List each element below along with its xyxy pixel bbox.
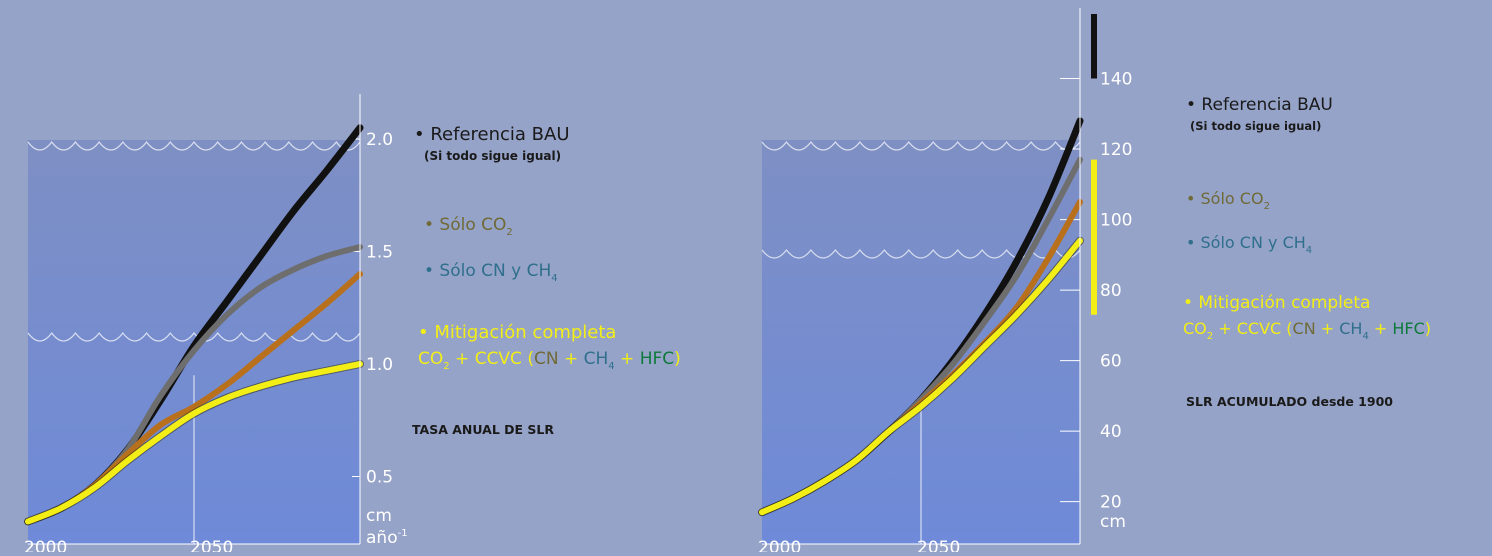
y-tick-label: 0.5 xyxy=(366,468,393,488)
y-unit-left-cm: cm xyxy=(366,506,392,526)
legend-bau-right: • Referencia BAU xyxy=(1186,95,1333,115)
legend-left: • Referencia BAU (Si todo sigue igual) •… xyxy=(414,124,681,372)
chart-title-left: TASA ANUAL DE SLR xyxy=(412,422,554,437)
series-line-full_mitigation xyxy=(759,237,1083,516)
y-ticks-right: 20 40 60 80 100 120 140 xyxy=(1060,70,1132,513)
legend-cn-ch4: • Sólo CN y CH4 xyxy=(424,261,558,284)
y-tick-label: 40 xyxy=(1100,422,1122,442)
y-tick-label: 140 xyxy=(1100,70,1132,90)
x-tick-label: 2000 xyxy=(24,538,67,552)
y-tick-label: 120 xyxy=(1100,140,1132,160)
legend-bau-sub: (Si todo sigue igual) xyxy=(424,149,561,163)
y-tick-label: 80 xyxy=(1100,281,1122,301)
y-unit-right: cm xyxy=(1100,512,1126,532)
x-tick-label: 2050 xyxy=(190,538,233,552)
chart-annual-rate: 0.51.01.52.0 cm año-1 TASA ANUAL DE SLR … xyxy=(24,94,681,548)
wave-top-right xyxy=(761,141,1081,151)
legend-full-mitigation-right: • Mitigación completa xyxy=(1183,293,1370,313)
wave-top-left xyxy=(27,140,361,151)
legend-bau: • Referencia BAU xyxy=(414,124,570,145)
legend-cn-ch4-right: • Sólo CN y CH4 xyxy=(1186,233,1312,256)
y-tick-label: 20 xyxy=(1100,493,1122,513)
series-lines-right xyxy=(758,117,1084,517)
legend-right: • Referencia BAU (Si todo sigue igual) •… xyxy=(1183,95,1431,342)
y-tick-label: 2.0 xyxy=(366,130,393,150)
legend-bau-sub-right: (Si todo sigue igual) xyxy=(1190,119,1321,133)
x-tick-label: 2050 xyxy=(917,538,960,552)
legend-full-mitigation-detail-right: CO2 + CCVC (CN + CH4 + HFC) xyxy=(1183,319,1431,342)
chart-title-right: SLR ACUMULADO desde 1900 xyxy=(1186,394,1393,409)
legend-co2: • Sólo CO2 xyxy=(424,215,513,238)
series-line-full_mitigation xyxy=(25,361,363,525)
legend-co2-right: • Sólo CO2 xyxy=(1186,189,1270,212)
legend-full-mitigation-detail: CO2 + CCVC (CN + CH4 + HFC) xyxy=(418,349,681,372)
y-tick-label: 60 xyxy=(1100,352,1122,372)
wave-middle-left xyxy=(27,331,361,342)
x-tick-label: 2000 xyxy=(758,538,801,552)
chart-cumulative: 20 40 60 80 100 120 140 cm SLR ACUMULADO desde… xyxy=(758,8,1431,545)
y-tick-label: 1.5 xyxy=(366,243,393,263)
y-ticks-left: 0.5 1.0 1.5 2.0 xyxy=(352,130,393,488)
legend-full-mitigation: • Mitigación completa xyxy=(418,322,616,343)
y-tick-label: 100 xyxy=(1100,211,1132,231)
series-lines-left xyxy=(24,124,364,526)
y-unit-left-year: año-1 xyxy=(366,528,408,548)
y-tick-label: 1.0 xyxy=(366,355,393,375)
